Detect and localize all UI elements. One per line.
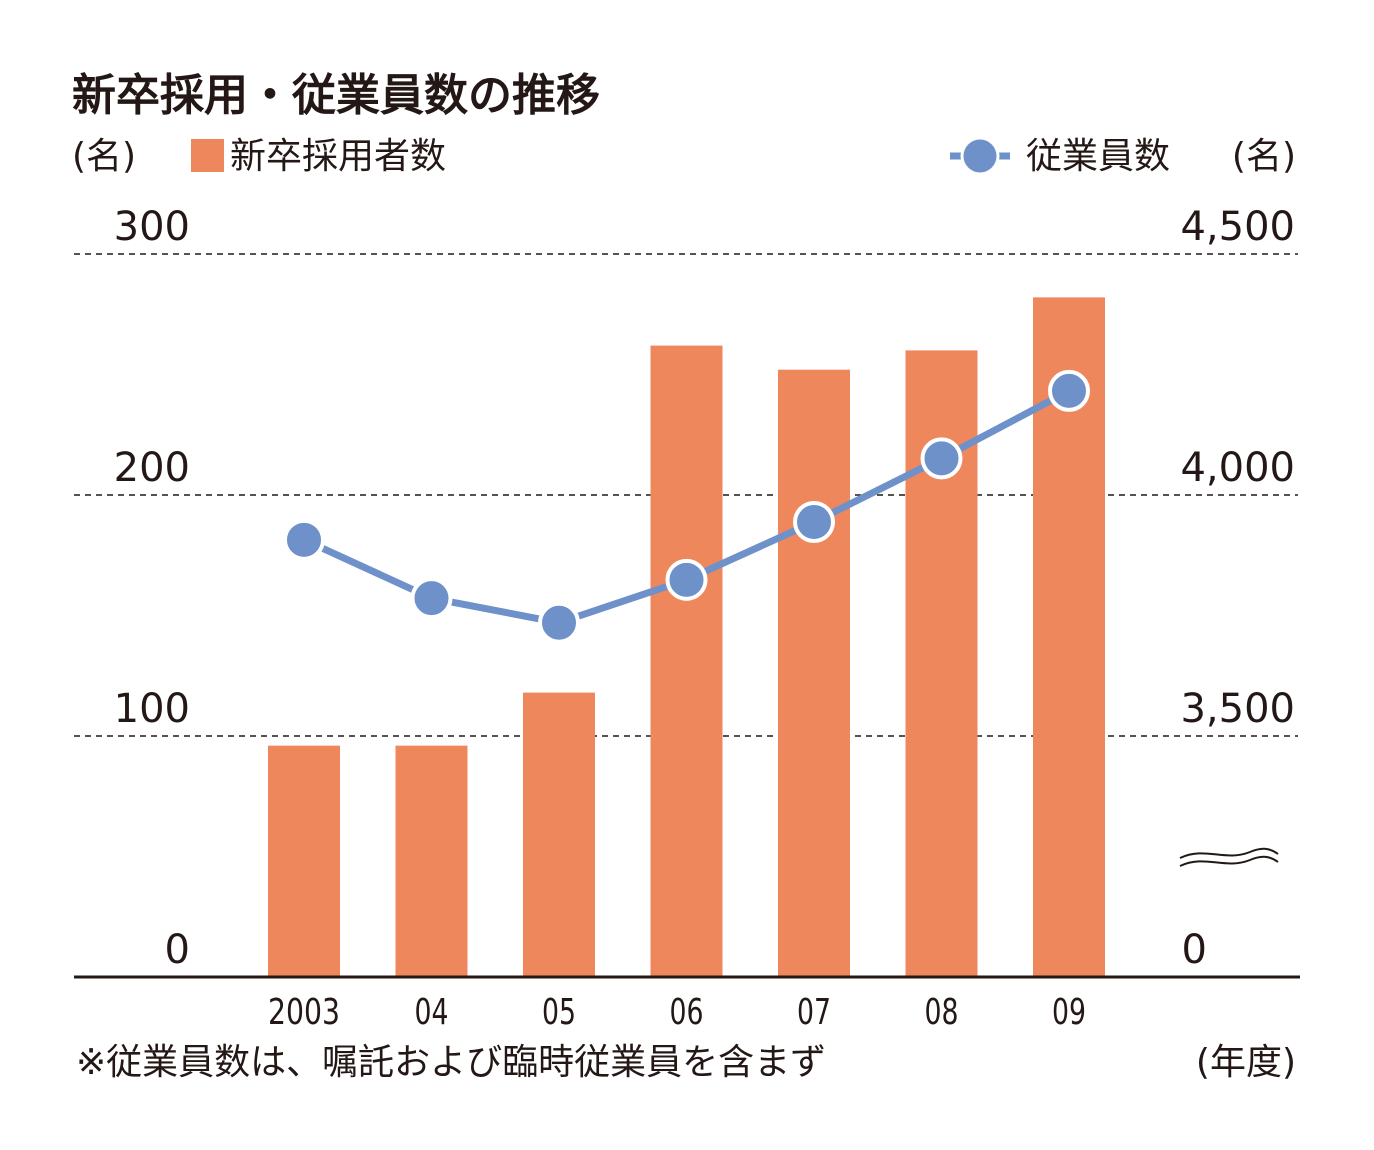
legend-bar-swatch — [191, 139, 224, 172]
line-point — [538, 601, 580, 644]
footnote: ※従業員数は、嘱託および臨時従業員を含まず — [76, 1042, 826, 1083]
x-tick-label: 08 — [925, 992, 959, 1033]
left-tick-label: 100 — [114, 686, 190, 732]
x-tick-label: 05 — [542, 992, 576, 1033]
right-axis-unit: (名) — [1232, 136, 1296, 177]
x-tick-label: 09 — [1052, 992, 1086, 1033]
right-tick-label: 0 — [1182, 927, 1207, 973]
axis-break-icon — [1179, 847, 1279, 867]
right-axis-ticks: 0 3,500 4,000 4,500 — [1180, 204, 1295, 973]
bar — [778, 369, 850, 977]
left-tick-label: 0 — [165, 927, 190, 973]
left-axis-unit: (名) — [72, 136, 136, 177]
line-point — [920, 437, 963, 480]
bar-series — [268, 297, 1105, 978]
bar — [268, 745, 340, 977]
x-tick-label: 06 — [670, 992, 704, 1033]
bar — [650, 345, 723, 978]
right-tick-label: 3,500 — [1180, 686, 1295, 732]
x-tick-label: 2003 — [268, 992, 340, 1033]
left-tick-label: 200 — [114, 445, 190, 491]
right-tick-label: 4,500 — [1180, 204, 1295, 250]
line-point — [410, 577, 453, 620]
left-tick-label: 300 — [114, 204, 190, 250]
legend-line-label: 従業員数 — [1026, 136, 1170, 177]
line-series — [283, 369, 1090, 644]
gridlines — [74, 253, 1298, 737]
bar — [395, 745, 468, 977]
bar — [523, 692, 595, 977]
line-point — [283, 518, 325, 561]
line-point — [1048, 369, 1090, 412]
chart-title: 新卒採用・従業員数の推移 — [72, 70, 600, 121]
x-axis-ticks: 2003 04 05 06 07 08 09 — [268, 992, 1086, 1033]
line-point — [665, 558, 708, 601]
x-tick-label: 04 — [415, 992, 449, 1033]
legend-bar-label: 新卒採用者数 — [230, 136, 446, 177]
x-tick-label: 07 — [797, 992, 831, 1033]
legend-line-marker — [960, 136, 1000, 176]
x-axis-label: (年度) — [1196, 1042, 1296, 1083]
right-tick-label: 4,000 — [1180, 445, 1295, 491]
left-axis-ticks: 0 100 200 300 — [114, 204, 190, 973]
line-point — [793, 500, 835, 543]
